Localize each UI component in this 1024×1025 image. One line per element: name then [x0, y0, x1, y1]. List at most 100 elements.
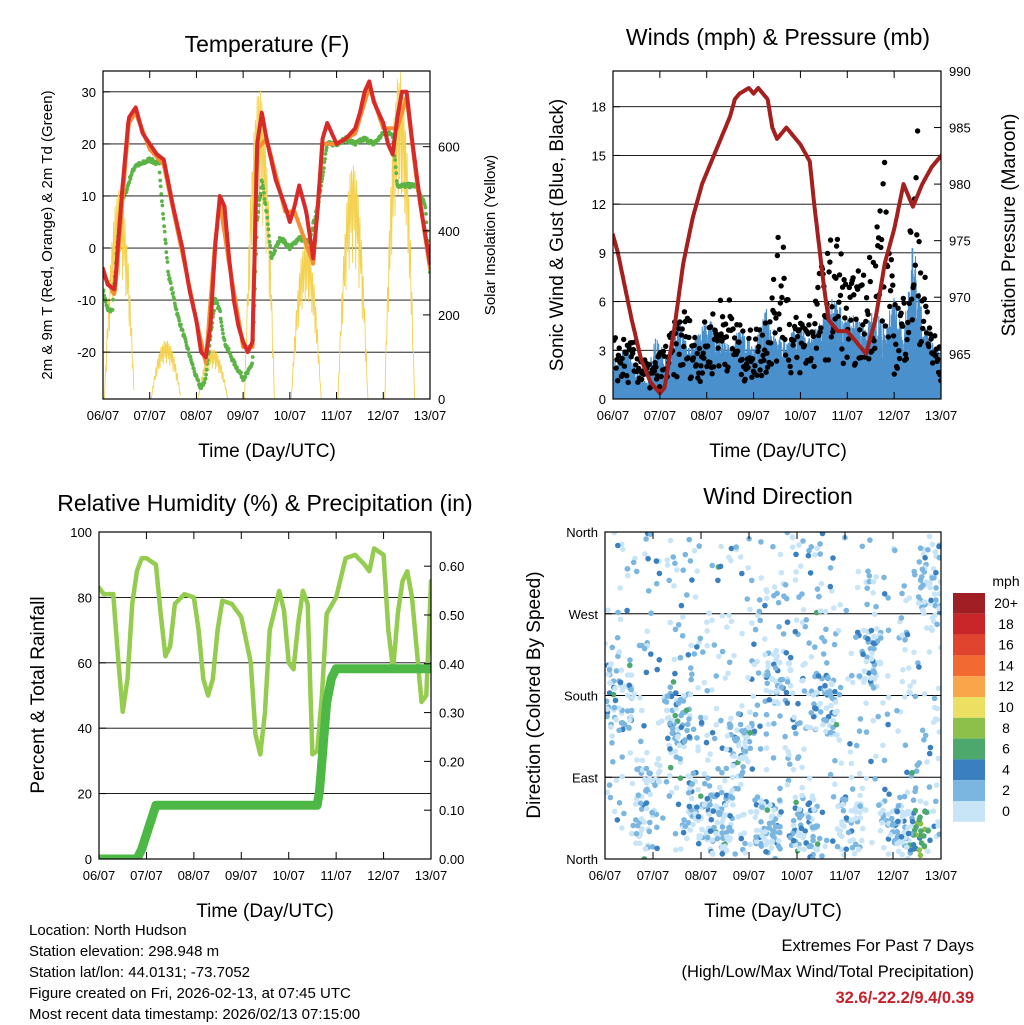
direction-point	[666, 577, 672, 584]
y-tick-label: 10	[82, 189, 96, 204]
dewpoint-point	[220, 327, 225, 332]
direction-point	[728, 715, 734, 722]
direction-point	[807, 724, 814, 731]
gust-point	[699, 370, 706, 376]
direction-point	[789, 534, 796, 540]
gust-point	[797, 370, 803, 376]
gust-point	[916, 238, 922, 245]
x-tick-label: 08/07	[178, 868, 211, 883]
direction-point	[707, 828, 714, 834]
direction-point	[774, 590, 780, 597]
gust-point	[719, 314, 726, 320]
gust-point	[702, 319, 708, 325]
dewpoint-point	[260, 183, 265, 188]
direction-point	[680, 567, 686, 573]
gust-point	[825, 357, 832, 363]
direction-point	[864, 654, 870, 660]
direction-point	[793, 799, 799, 806]
direction-point	[764, 807, 771, 813]
y-tick-label: -20	[77, 345, 96, 360]
temperature-ticks: -20 -10 0 10 20 30 0 200 400 600 06/07 07/07 08/07 09…	[77, 71, 460, 423]
gust-point	[791, 337, 797, 343]
gust-point	[663, 343, 669, 349]
direction-point	[937, 579, 941, 585]
direction-point	[801, 846, 807, 853]
direction-point	[765, 664, 771, 670]
gust-point	[768, 361, 775, 367]
direction-point	[922, 555, 928, 561]
dewpoint-point	[424, 212, 428, 216]
direction-point	[667, 764, 674, 771]
direction-point	[611, 808, 618, 815]
direction-point	[608, 724, 614, 730]
direction-point	[687, 665, 694, 671]
direction-point	[687, 691, 694, 698]
direction-point	[833, 721, 840, 728]
direction-point	[605, 713, 610, 720]
direction-point	[873, 753, 879, 759]
direction-point	[865, 568, 871, 574]
direction-point	[795, 700, 801, 707]
direction-point	[614, 634, 621, 641]
gust-point	[818, 325, 824, 331]
direction-point	[934, 621, 940, 628]
direction-point	[645, 555, 651, 562]
direction-point	[626, 682, 633, 689]
x-tick-label: 11/07	[320, 868, 352, 883]
direction-point	[856, 770, 863, 777]
direction-point	[936, 729, 941, 735]
gust-point	[660, 348, 667, 355]
direction-point	[678, 846, 684, 852]
direction-point	[834, 732, 840, 738]
y2-tick-label: 0.50	[439, 608, 464, 623]
legend-label: 8	[1002, 720, 1010, 736]
gust-point	[639, 376, 645, 382]
gust-point	[618, 360, 624, 366]
gust-point	[787, 363, 793, 370]
direction-point	[828, 680, 835, 687]
direction-point	[936, 543, 941, 550]
dewpoint-point	[163, 241, 168, 246]
direction-point	[902, 646, 908, 653]
direction-point	[817, 541, 823, 547]
direction-point	[784, 619, 791, 625]
direction-point	[848, 774, 855, 781]
legend-swatch	[953, 613, 985, 635]
direction-point	[744, 596, 751, 602]
temperature-frame	[102, 70, 431, 400]
direction-point	[829, 588, 835, 594]
solar-day-curve	[337, 165, 369, 399]
direction-point	[619, 773, 625, 780]
direction-point	[730, 802, 736, 808]
direction-point	[906, 689, 913, 695]
gust-point	[815, 284, 821, 291]
direction-point	[812, 644, 818, 650]
direction-point	[762, 829, 768, 835]
direction-point	[628, 707, 635, 714]
dewpoint-point	[263, 202, 268, 207]
direction-point	[742, 739, 748, 745]
x-tick-label: 07/07	[637, 868, 670, 883]
gust-point	[700, 350, 706, 356]
direction-point	[806, 800, 813, 806]
direction-point	[867, 537, 873, 543]
direction-point	[929, 575, 935, 581]
direction-point	[868, 675, 874, 681]
dewpoint-point	[268, 243, 272, 248]
direction-point	[709, 617, 715, 624]
direction-point	[850, 837, 856, 843]
direction-point	[605, 698, 610, 705]
direction-point	[721, 812, 728, 818]
humidity-title: Relative Humidity (%) & Precipitation (i…	[57, 490, 472, 516]
x-tick-label: 10/07	[272, 868, 305, 883]
x-tick-label: 07/07	[644, 408, 677, 423]
direction-point	[664, 557, 670, 563]
gust-point	[866, 356, 872, 362]
direction-point	[753, 808, 759, 815]
recent-text: Most recent data timestamp: 2026/02/13 0…	[29, 1006, 361, 1023]
speed-legend: mph 20+ 18 16 14 12 10 8 6 4 2 0	[953, 573, 1020, 822]
direction-point	[695, 786, 701, 793]
dewpoint-point	[258, 195, 262, 200]
x-tick-label: 10/07	[274, 408, 307, 423]
dewpoint-point	[172, 297, 177, 301]
